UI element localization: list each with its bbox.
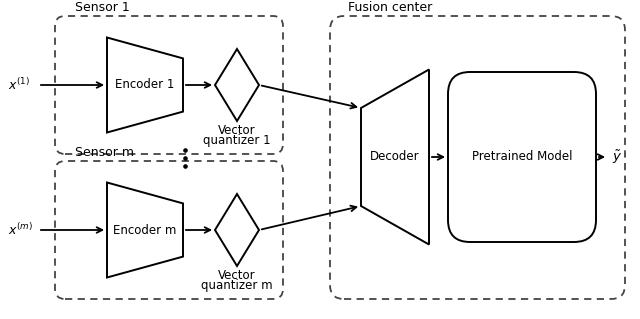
Text: $x^{(m)}$: $x^{(m)}$ (8, 222, 33, 238)
Text: Fusion center: Fusion center (348, 1, 432, 14)
Text: $x^{(1)}$: $x^{(1)}$ (8, 77, 30, 93)
FancyBboxPatch shape (448, 72, 596, 242)
Polygon shape (107, 38, 183, 132)
Text: Vector: Vector (218, 269, 256, 282)
Polygon shape (361, 70, 429, 244)
Text: Sensor m: Sensor m (75, 146, 134, 159)
Polygon shape (215, 49, 259, 121)
Text: Encoder 1: Encoder 1 (115, 78, 175, 92)
Text: Encoder m: Encoder m (113, 224, 177, 236)
Text: Pretrained Model: Pretrained Model (472, 151, 572, 164)
Text: $\tilde{y}$: $\tilde{y}$ (612, 148, 622, 166)
Text: Vector: Vector (218, 124, 256, 137)
FancyBboxPatch shape (55, 16, 283, 154)
Text: Sensor 1: Sensor 1 (75, 1, 130, 14)
Text: Decoder: Decoder (370, 151, 420, 164)
Text: quantizer 1: quantizer 1 (203, 134, 271, 147)
FancyBboxPatch shape (330, 16, 625, 299)
Polygon shape (107, 182, 183, 278)
Polygon shape (215, 194, 259, 266)
FancyBboxPatch shape (55, 161, 283, 299)
Text: quantizer m: quantizer m (201, 279, 273, 292)
